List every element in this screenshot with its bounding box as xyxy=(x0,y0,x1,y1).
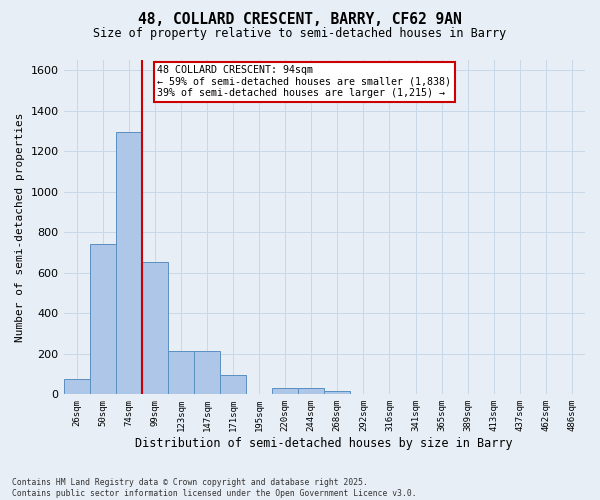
X-axis label: Distribution of semi-detached houses by size in Barry: Distribution of semi-detached houses by … xyxy=(136,437,513,450)
Bar xyxy=(168,351,194,395)
Bar xyxy=(272,388,298,394)
Text: Contains HM Land Registry data © Crown copyright and database right 2025.
Contai: Contains HM Land Registry data © Crown c… xyxy=(12,478,416,498)
Bar xyxy=(298,388,324,394)
Text: 48, COLLARD CRESCENT, BARRY, CF62 9AN: 48, COLLARD CRESCENT, BARRY, CF62 9AN xyxy=(138,12,462,28)
Bar xyxy=(64,379,89,394)
Text: Size of property relative to semi-detached houses in Barry: Size of property relative to semi-detach… xyxy=(94,28,506,40)
Bar xyxy=(116,132,142,394)
Bar xyxy=(194,351,220,395)
Bar xyxy=(324,392,350,394)
Y-axis label: Number of semi-detached properties: Number of semi-detached properties xyxy=(15,112,25,342)
Text: 48 COLLARD CRESCENT: 94sqm
← 59% of semi-detached houses are smaller (1,838)
39%: 48 COLLARD CRESCENT: 94sqm ← 59% of semi… xyxy=(157,65,451,98)
Bar xyxy=(89,244,116,394)
Bar xyxy=(142,262,168,394)
Bar xyxy=(220,375,246,394)
